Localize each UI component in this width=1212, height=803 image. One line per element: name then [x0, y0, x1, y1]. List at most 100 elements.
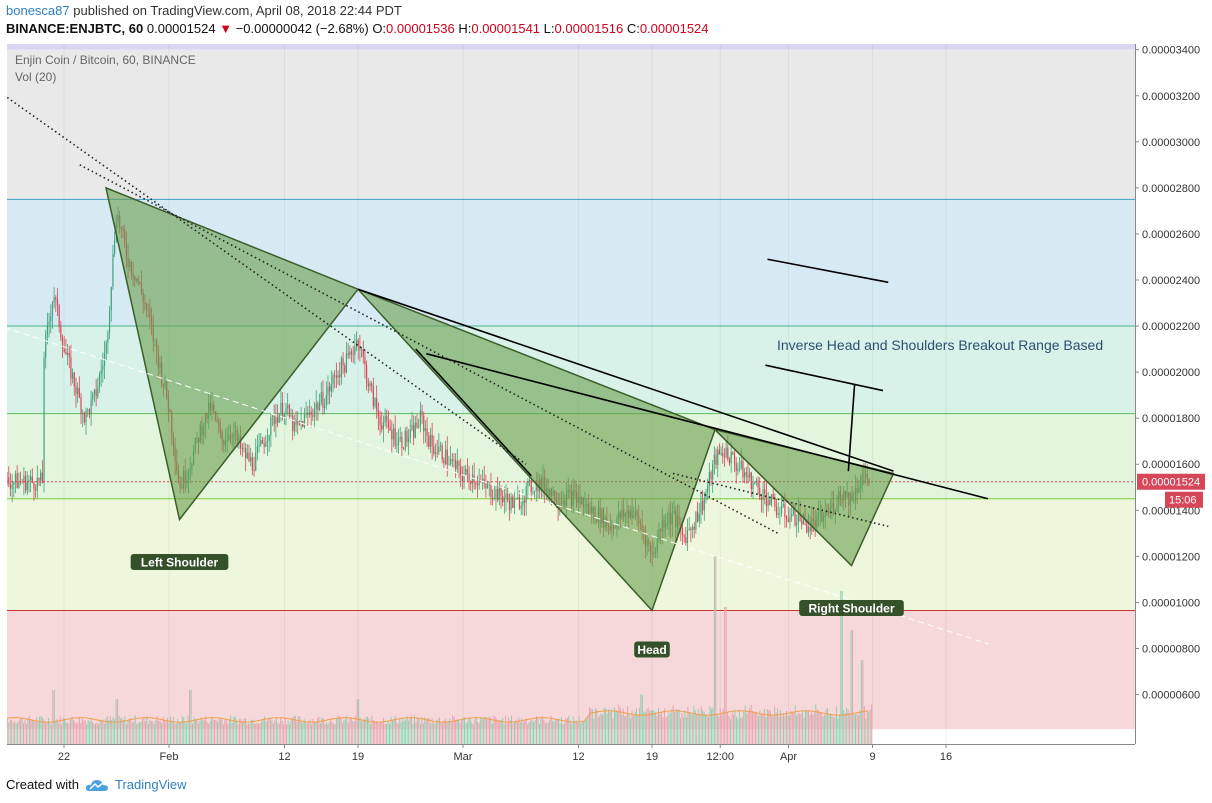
candle-body — [372, 386, 374, 407]
candle-body — [85, 410, 87, 423]
chart-title: Enjin Coin / Bitcoin, 60, BINANCE — [15, 53, 196, 67]
candle-body — [65, 351, 67, 355]
candle-body — [460, 465, 462, 475]
candle-body — [695, 511, 697, 530]
candle-body — [364, 357, 366, 365]
y-tick-label: 0.00001400 — [1142, 505, 1200, 517]
candle-body — [503, 497, 505, 503]
candle-body — [418, 425, 420, 428]
candle-body — [725, 447, 727, 457]
candle-body — [723, 456, 726, 458]
candle-body — [463, 475, 465, 482]
tradingview-brand-link[interactable]: TradingView — [114, 777, 187, 792]
candle-body — [61, 337, 64, 349]
candle-body — [83, 412, 85, 423]
candle-body — [444, 449, 447, 464]
candle-body — [342, 358, 344, 366]
candle-body — [112, 254, 114, 287]
candle-body — [713, 454, 715, 464]
candle-body — [282, 402, 284, 418]
candle-body — [426, 428, 428, 436]
candle-body — [512, 496, 514, 508]
candle-body — [765, 493, 768, 507]
candle-body — [305, 413, 307, 415]
candle-body — [41, 472, 43, 484]
candle-body — [332, 375, 334, 385]
candle-body — [424, 428, 427, 432]
candle-body — [260, 440, 262, 445]
candle-body — [481, 478, 484, 482]
candle-body — [394, 428, 396, 446]
candle-body — [389, 427, 391, 431]
candle-body — [347, 353, 349, 356]
candle-body — [681, 527, 684, 536]
chart-area[interactable]: Left Shoulder Head Right Shoulder Inverse H… — [0, 37, 1205, 768]
candle-body — [446, 449, 448, 465]
candle-body — [87, 409, 89, 411]
candle-body — [498, 486, 500, 501]
candle-body — [478, 480, 480, 486]
price-chart[interactable]: Left Shoulder Head Right Shoulder Inverse H… — [0, 37, 1205, 768]
pattern-label-box — [634, 641, 670, 658]
candle-body — [295, 419, 297, 425]
candle-body — [18, 481, 20, 489]
candle-body — [290, 415, 292, 417]
candle-body — [764, 489, 766, 494]
candle-body — [703, 498, 705, 511]
publisher-username[interactable]: bonesca87 — [6, 3, 70, 18]
trendline — [0, 325, 989, 645]
candle-body — [782, 503, 784, 506]
candle-body — [799, 511, 801, 521]
candle-body — [68, 352, 70, 358]
candle-body — [349, 351, 351, 356]
candle-body — [532, 492, 534, 494]
time-tag-label: 15:06 — [1169, 495, 1197, 507]
candle-body — [369, 383, 371, 387]
candle-body — [754, 482, 756, 484]
zone-band — [7, 44, 1135, 50]
candle-body — [762, 489, 764, 501]
candle-body — [241, 448, 243, 450]
candle-body — [359, 346, 361, 350]
candle-body — [51, 302, 54, 317]
candle-body — [386, 416, 388, 421]
candle-body — [707, 486, 709, 493]
candle-body — [486, 484, 489, 488]
candle-body — [330, 384, 332, 392]
x-tick-label: Mar — [454, 751, 473, 763]
candle-body — [476, 483, 479, 486]
candle-body — [518, 497, 521, 509]
candle-body — [534, 490, 536, 493]
candle-body — [30, 476, 32, 481]
candle-body — [72, 372, 74, 379]
candle-body — [245, 448, 247, 459]
candle-body — [717, 449, 719, 465]
candle-body — [705, 492, 707, 499]
candle-body — [517, 497, 519, 499]
open-value: 0.00001536 — [386, 21, 455, 36]
candle-body — [737, 468, 739, 471]
candle-body — [513, 499, 516, 508]
candle-body — [327, 386, 329, 396]
candle-body — [297, 421, 299, 425]
y-tick-label: 0.00002000 — [1142, 367, 1200, 379]
candle-body — [273, 415, 275, 425]
symbol-name: BINANCE:ENJBTC, 60 — [6, 21, 144, 36]
candle-body — [66, 352, 69, 355]
candle-body — [809, 527, 811, 532]
candle-body — [779, 512, 781, 514]
candle-body — [801, 520, 803, 525]
candle-body — [466, 468, 469, 474]
zone-band — [7, 610, 1135, 730]
y-tick-label: 0.00003200 — [1142, 91, 1200, 103]
pattern-label: Left Shoulder — [141, 555, 219, 569]
candle-body — [325, 395, 327, 406]
candle-body — [287, 405, 289, 408]
y-tick-label: 0.00002800 — [1142, 183, 1200, 195]
candle-body — [421, 410, 423, 416]
candle-body — [298, 421, 301, 423]
candle-body — [90, 399, 92, 415]
candle-body — [355, 339, 358, 347]
candle-body — [334, 375, 336, 377]
candle-body — [255, 452, 257, 471]
